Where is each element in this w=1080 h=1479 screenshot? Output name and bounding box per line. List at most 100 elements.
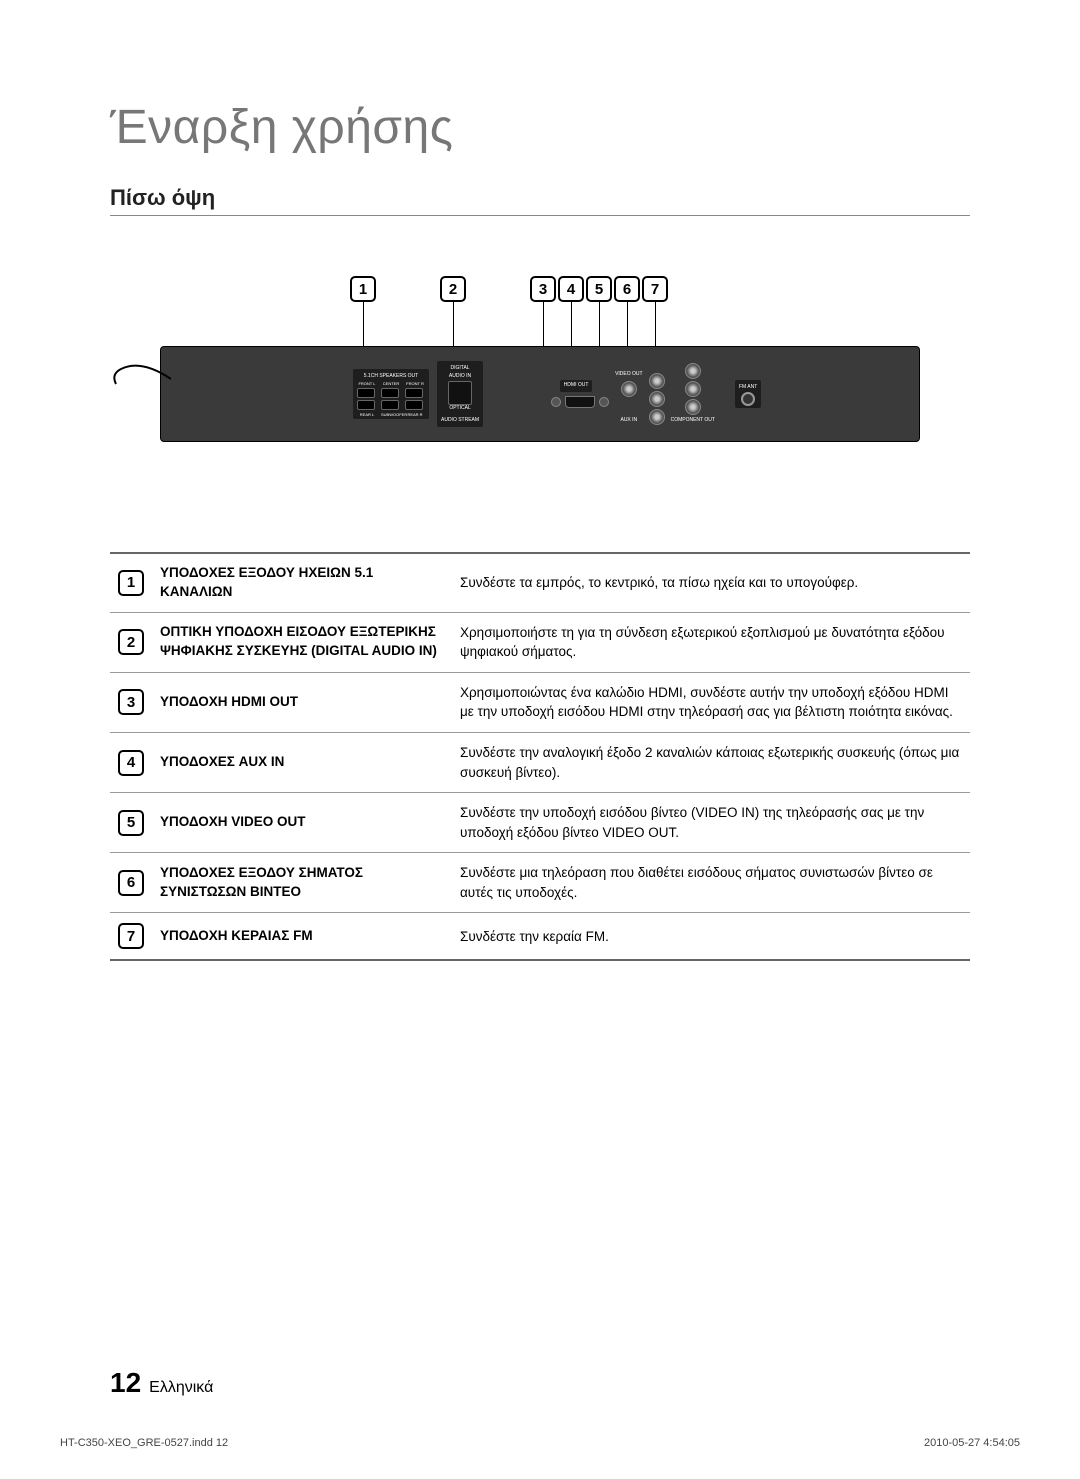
- table-row: 1 ΥΠΟΔΟΧΕΣ ΕΞΟΔΟΥ ΗΧΕΙΩΝ 5.1 ΚΑΝΑΛΙΩΝΣυνδ…: [110, 553, 970, 612]
- row-number-cell: 3: [110, 672, 152, 732]
- row-label: ΥΠΟΔΟΧΕΣ ΕΞΟΔΟΥ ΣΗΜΑΤΟΣ ΣΥΝΙΣΤΩΣΩΝ ΒΙΝΤΕ…: [152, 853, 452, 913]
- connector-description-table: 1ΥΠΟΔΟΧΕΣ ΕΞΟΔΟΥ ΗΧΕΙΩΝ 5.1 ΚΑΝΑΛΙΩΝΣυνδ…: [110, 552, 970, 961]
- section-subtitle: Πίσω όψη: [110, 185, 970, 216]
- row-number-cell: 7: [110, 913, 152, 961]
- callout-number-box: 5: [586, 276, 612, 302]
- asc-label: AUDIO STREAM: [441, 417, 479, 423]
- optical-jack: [448, 381, 472, 405]
- row-number-box: 1: [118, 570, 144, 596]
- speaker-jack: [357, 400, 375, 410]
- video-out-label: VIDEO OUT: [615, 371, 643, 377]
- aux-in-column: [649, 373, 665, 425]
- callout-line: [453, 302, 454, 346]
- callout-2: 2: [440, 276, 466, 302]
- component-label: COMPONENT OUT: [671, 417, 715, 423]
- callout-number-box: 4: [558, 276, 584, 302]
- jack-label: REAR R: [405, 412, 425, 417]
- callout-6: 6: [614, 276, 640, 302]
- row-label: ΟΠΤΙΚΗ ΥΠΟΔΟΧΗ ΕΙΣΟΔΟΥ ΕΞΩΤΕΡΙΚΗΣ ΨΗΦΙΑΚ…: [152, 612, 452, 672]
- table-row: 2 ΟΠΤΙΚΗ ΥΠΟΔΟΧΗ ΕΙΣΟΔΟΥ ΕΞΩΤΕΡΙΚΗΣ ΨΗΦΙΑ…: [110, 612, 970, 672]
- callout-number-box: 3: [530, 276, 556, 302]
- page-title: Έναρξη χρήσης: [110, 100, 970, 155]
- row-number-cell: 5: [110, 793, 152, 853]
- callout-line: [599, 302, 600, 346]
- callout-line: [571, 302, 572, 346]
- screw-icon: [551, 397, 561, 407]
- jack-label: SUBWOOFER: [381, 412, 401, 417]
- fm-antenna-jack: [741, 392, 755, 406]
- row-number-cell: 2: [110, 612, 152, 672]
- row-number-box: 3: [118, 689, 144, 715]
- footer-right: 2010-05-27 4:54:05: [924, 1437, 1020, 1449]
- hdmi-port: [565, 396, 595, 408]
- rca-jack: [649, 391, 665, 407]
- callout-number-box: 2: [440, 276, 466, 302]
- row-number-box: 4: [118, 750, 144, 776]
- table-row: 6 ΥΠΟΔΟΧΕΣ ΕΞΟΔΟΥ ΣΗΜΑΤΟΣ ΣΥΝΙΣΤΩΣΩΝ ΒΙΝΤ…: [110, 853, 970, 913]
- row-description: Συνδέστε την αναλογική έξοδο 2 καναλιών …: [452, 733, 970, 793]
- row-number-box: 5: [118, 810, 144, 836]
- row-number-box: 6: [118, 870, 144, 896]
- callout-3: 3: [530, 276, 556, 302]
- component-out-column: COMPONENT OUT: [671, 363, 715, 425]
- jack-label: REAR L: [357, 412, 377, 417]
- callout-1: 1: [350, 276, 376, 302]
- row-description: Συνδέστε τα εμπρός, το κεντρικό, τα πίσω…: [452, 553, 970, 612]
- digital-label: OPTICAL: [449, 405, 470, 411]
- table-row: 5 ΥΠΟΔΟΧΗ VIDEO OUTΣυνδέστε την υποδοχή ε…: [110, 793, 970, 853]
- fm-ant-panel: FM ANT: [735, 380, 761, 408]
- device-rear-panel: 5.1CH SPEAKERS OUT FRONT L CENTER FRONT …: [160, 346, 920, 442]
- row-number-box: 7: [118, 923, 144, 949]
- speaker-jack: [357, 388, 375, 398]
- hdmi-area: HDMI OUT: [551, 380, 609, 408]
- callout-line: [363, 302, 364, 346]
- rca-jack: [685, 399, 701, 415]
- callout-number-box: 7: [642, 276, 668, 302]
- row-description: Συνδέστε μια τηλεόραση που διαθέτει εισό…: [452, 853, 970, 913]
- callout-number-box: 1: [350, 276, 376, 302]
- jack-label: CENTER: [381, 381, 401, 386]
- callout-7: 7: [642, 276, 668, 302]
- callout-4: 4: [558, 276, 584, 302]
- speaker-jack: [381, 400, 399, 410]
- footer-left: HT-C350-XEO_GRE-0527.indd 12: [60, 1437, 228, 1449]
- speaker-jack: [381, 388, 399, 398]
- row-description: Συνδέστε την κεραία FM.: [452, 913, 970, 961]
- row-label: ΥΠΟΔΟΧΗ ΚΕΡΑΙΑΣ FM: [152, 913, 452, 961]
- jack-label: FRONT R: [405, 381, 425, 386]
- row-number-cell: 4: [110, 733, 152, 793]
- row-label: ΥΠΟΔΟΧΕΣ ΕΞΟΔΟΥ ΗΧΕΙΩΝ 5.1 ΚΑΝΑΛΙΩΝ: [152, 553, 452, 612]
- row-description: Συνδέστε την υποδοχή εισόδου βίντεο (VID…: [452, 793, 970, 853]
- speakers-out-label: 5.1CH SPEAKERS OUT: [364, 373, 418, 379]
- speakers-out-panel: 5.1CH SPEAKERS OUT FRONT L CENTER FRONT …: [353, 369, 429, 419]
- rca-jack: [685, 363, 701, 379]
- row-description: Χρησιμοποιώντας ένα καλώδιο HDMI, συνδέσ…: [452, 672, 970, 732]
- speaker-jack: [405, 388, 423, 398]
- digital-audio-in-panel: DIGITAL AUDIO IN OPTICAL AUDIO STREAM: [437, 361, 483, 427]
- rear-panel-diagram: 1 2 34567 5.1CH SPEAKERS OUT FRONT L CENTE…: [110, 276, 970, 442]
- screw-icon: [599, 397, 609, 407]
- callout-number-box: 6: [614, 276, 640, 302]
- table-row: 7 ΥΠΟΔΟΧΗ ΚΕΡΑΙΑΣ FMΣυνδέστε την κεραία F…: [110, 913, 970, 961]
- page-number: 12: [110, 1367, 141, 1399]
- power-cord-icon: [111, 359, 171, 399]
- row-label: ΥΠΟΔΟΧΗ VIDEO OUT: [152, 793, 452, 853]
- row-description: Χρησιμοποιήστε τη για τη σύνδεση εξωτερι…: [452, 612, 970, 672]
- callout-line: [655, 302, 656, 346]
- rca-jack: [621, 381, 637, 397]
- page-number-row: 12 Ελληνικά: [110, 1367, 213, 1399]
- row-number-box: 2: [118, 629, 144, 655]
- page-language: Ελληνικά: [149, 1379, 213, 1397]
- rca-jack: [649, 373, 665, 389]
- row-number-cell: 6: [110, 853, 152, 913]
- row-label: ΥΠΟΔΟΧΕΣ AUX IN: [152, 733, 452, 793]
- table-row: 3ΥΠΟΔΟΧΗ HDMI OUTΧρησιμοποιώντας ένα καλ…: [110, 672, 970, 732]
- rca-jack: [649, 409, 665, 425]
- digital-label: AUDIO IN: [449, 373, 471, 379]
- callout-line: [627, 302, 628, 346]
- fm-label: FM ANT: [739, 384, 757, 390]
- digital-label: DIGITAL: [450, 365, 469, 371]
- speaker-jack: [405, 400, 423, 410]
- callout-5: 5: [586, 276, 612, 302]
- aux-in-label: AUX IN: [620, 417, 637, 423]
